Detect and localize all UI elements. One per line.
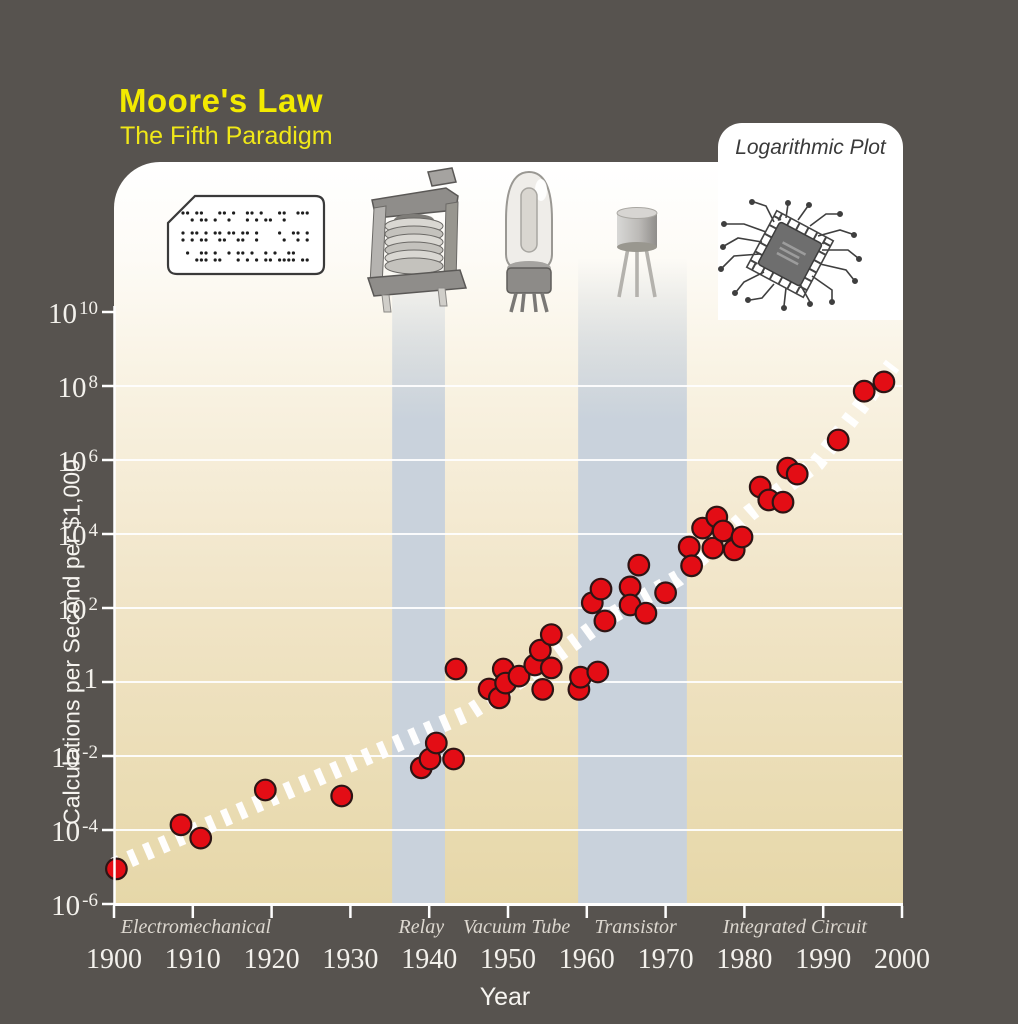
y-axis-title: Calculations per Second per $1,000 — [58, 459, 85, 825]
integrated-circuit-icon — [714, 198, 866, 323]
y-tick-label: 10 8 — [57, 372, 99, 404]
era-label: Integrated Circuit — [722, 916, 867, 938]
logarithmic-plot-callout: Logarithmic Plot — [718, 123, 903, 320]
y-tick-label: 10 -2 — [51, 742, 98, 774]
y-tick-label: 10 4 — [57, 520, 99, 552]
era-label: Electromechanical — [120, 916, 272, 938]
x-tick-label: 1930 — [322, 944, 379, 975]
x-tick-label: 1950 — [480, 944, 536, 975]
x-tick-label: 1910 — [164, 944, 221, 975]
y-tick-label: 1 — [83, 663, 99, 695]
x-tick-label: 1990 — [795, 944, 852, 975]
page-title: Moore's Law — [119, 82, 324, 119]
x-tick-label: 1970 — [637, 944, 694, 975]
era-label: Relay — [398, 916, 445, 938]
era-label: Vacuum Tube — [463, 916, 571, 938]
x-tick-label: 1960 — [558, 944, 615, 975]
y-tick-label: 10 -6 — [51, 890, 98, 922]
y-tick-label: 10 10 — [48, 298, 98, 330]
y-tick-label: 10 6 — [57, 446, 99, 478]
x-tick-label: 2000 — [874, 944, 930, 975]
era-label: Transistor — [594, 916, 677, 938]
vacuum-tube-icon — [486, 168, 572, 319]
y-tick-label: 10 2 — [57, 594, 99, 626]
transistor-icon — [610, 204, 664, 307]
x-tick-label: 1920 — [243, 944, 300, 975]
x-tick-label: 1940 — [401, 944, 458, 975]
logarithmic-plot-label: Logarithmic Plot — [735, 136, 886, 159]
x-axis-title: Year — [479, 983, 531, 1011]
x-tick-label: 1900 — [86, 944, 142, 975]
y-tick-label: 10 -4 — [51, 816, 98, 848]
punch-card-icon — [165, 193, 328, 283]
page-subtitle: The Fifth Paradigm — [120, 122, 333, 150]
relay-icon — [358, 166, 472, 318]
x-tick-label: 1980 — [716, 944, 773, 975]
